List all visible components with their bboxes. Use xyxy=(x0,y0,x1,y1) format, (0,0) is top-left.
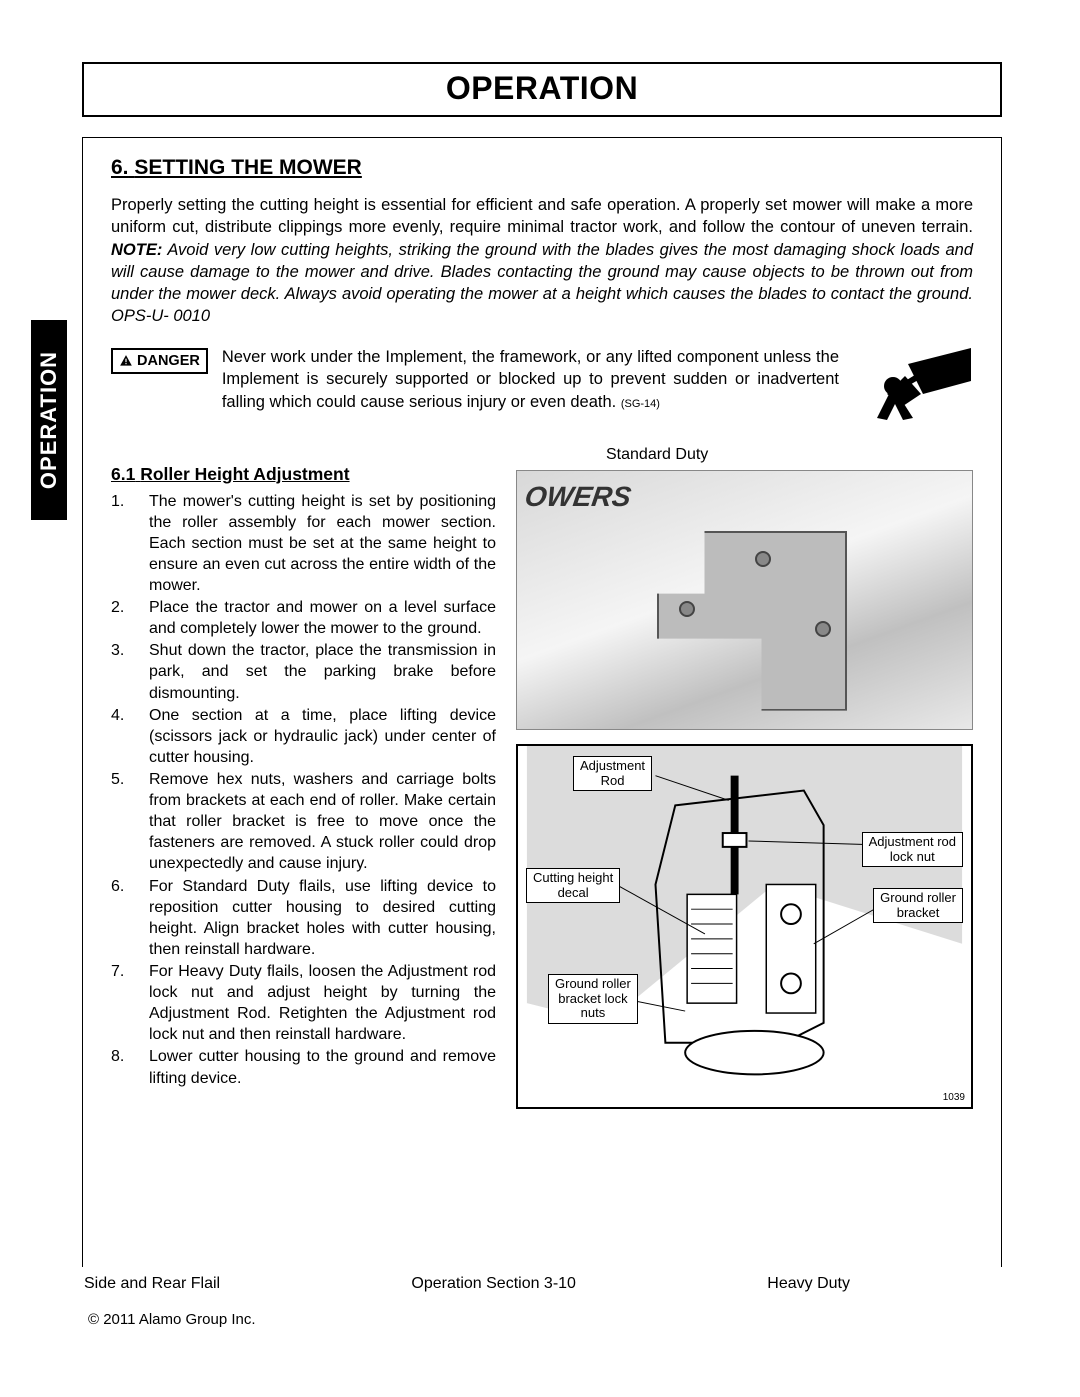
standard-duty-photo: OWERS xyxy=(516,470,973,730)
photo-brand-text: OWERS xyxy=(523,481,633,513)
footer-left: Side and Rear Flail xyxy=(84,1275,220,1293)
standard-duty-label: Standard Duty xyxy=(606,446,973,464)
step-item: Lower cutter housing to the ground and r… xyxy=(111,1046,496,1088)
subsection-heading: 6.1 Roller Height Adjustment xyxy=(111,464,496,485)
callout-lock-nuts: Ground roller bracket lock nuts xyxy=(548,974,638,1025)
step-item: Place the tractor and mower on a level s… xyxy=(111,597,496,639)
step-item: For Heavy Duty flails, loosen the Adjust… xyxy=(111,961,496,1045)
heavy-duty-diagram: Adjustment Rod Adjustment rod lock nut C… xyxy=(516,744,973,1109)
section-heading: 6. SETTING THE MOWER xyxy=(111,156,973,180)
page-title: OPERATION xyxy=(84,70,1000,107)
footer-mid: Operation Section 3-10 xyxy=(411,1275,576,1293)
side-tab-operation: OPERATION xyxy=(31,320,67,520)
danger-text: Never work under the Implement, the fram… xyxy=(222,346,839,414)
right-column: Standard Duty OWERS xyxy=(516,446,973,1109)
two-column-area: 6.1 Roller Height Adjustment The mower's… xyxy=(111,446,973,1109)
step-item: Shut down the tractor, place the transmi… xyxy=(111,640,496,703)
title-box: OPERATION xyxy=(82,62,1002,117)
content-frame: 6. SETTING THE MOWER Properly setting th… xyxy=(82,137,1002,1267)
step-item: For Standard Duty flails, use lifting de… xyxy=(111,876,496,960)
callout-cutting-decal: Cutting height decal xyxy=(526,868,620,904)
callout-adjustment-rod: Adjustment Rod xyxy=(573,756,652,792)
step-item: One section at a time, place lifting dev… xyxy=(111,705,496,768)
danger-label-box: DANGER xyxy=(111,348,208,374)
left-column: 6.1 Roller Height Adjustment The mower's… xyxy=(111,446,496,1109)
step-item: The mower's cutting height is set by pos… xyxy=(111,491,496,597)
footer-right: Heavy Duty xyxy=(767,1275,1000,1293)
intro-paragraph: Properly setting the cutting height is e… xyxy=(111,194,973,328)
page-container: OPERATION 6. SETTING THE MOWER Properly … xyxy=(82,62,1002,1320)
warning-icon xyxy=(119,354,133,368)
footer-row: Side and Rear Flail Operation Section 3-… xyxy=(82,1275,1002,1293)
crush-hazard-icon xyxy=(853,346,973,426)
callout-roller-bracket: Ground roller bracket xyxy=(873,888,963,924)
danger-row: DANGER Never work under the Implement, t… xyxy=(111,346,973,426)
steps-list: The mower's cutting height is set by pos… xyxy=(111,491,496,1089)
callout-adj-lock-nut: Adjustment rod lock nut xyxy=(862,832,963,868)
step-item: Remove hex nuts, washers and carriage bo… xyxy=(111,769,496,875)
copyright: © 2011 Alamo Group Inc. xyxy=(88,1311,1002,1328)
figure-number: 1039 xyxy=(943,1092,965,1103)
